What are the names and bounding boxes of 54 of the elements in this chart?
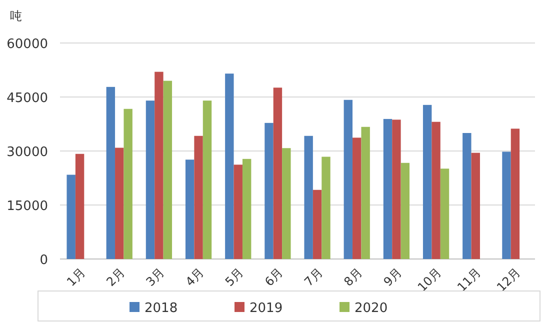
x-tick-label: 4月 — [182, 265, 207, 290]
bar — [432, 122, 440, 259]
legend-label: 2018 — [144, 301, 178, 316]
bar — [282, 148, 291, 259]
bar — [106, 86, 116, 259]
legend-label: 2020 — [354, 301, 388, 316]
bar — [361, 126, 370, 259]
x-tick-label: 7月 — [302, 265, 326, 290]
bar — [471, 152, 480, 259]
bar — [304, 136, 313, 259]
x-tick-label: 1月 — [64, 265, 88, 290]
bar — [75, 154, 84, 259]
x-tick-label: 5月 — [222, 265, 246, 290]
bar — [234, 164, 242, 259]
bar — [422, 104, 432, 259]
bar — [154, 72, 164, 259]
bar — [344, 100, 353, 259]
y-tick-label: 60000 — [6, 37, 48, 52]
bar — [202, 100, 212, 259]
bar — [322, 156, 330, 259]
bar — [510, 128, 520, 259]
y-tick-label: 0 — [40, 253, 48, 268]
bar — [400, 162, 410, 259]
y-tick-label: 30000 — [6, 145, 48, 160]
y-axis-title: 吨 — [10, 9, 22, 23]
bar — [273, 88, 282, 259]
x-tick-label: 3月 — [143, 265, 168, 290]
bar — [146, 100, 155, 259]
x-tick-label: 8月 — [341, 265, 365, 290]
bar — [383, 118, 392, 259]
x-tick-label: 2月 — [104, 265, 128, 290]
bar — [242, 158, 252, 259]
bar — [225, 74, 234, 259]
bar — [66, 174, 76, 259]
bar — [352, 138, 362, 259]
bar — [392, 120, 401, 259]
y-tick-label: 45000 — [6, 91, 48, 106]
legend-label: 2019 — [250, 301, 283, 316]
bar — [502, 152, 511, 259]
x-tick-label: 10月 — [414, 265, 444, 294]
bar — [163, 80, 172, 259]
bar — [115, 148, 124, 259]
y-tick-label: 15000 — [6, 199, 48, 214]
bar — [312, 190, 322, 259]
bar — [440, 168, 450, 259]
x-tick-label: 11月 — [454, 265, 484, 294]
x-tick-label: 6月 — [262, 265, 286, 290]
bar — [264, 122, 274, 259]
bar — [185, 160, 194, 259]
bar — [124, 108, 132, 259]
bar — [194, 136, 203, 259]
x-tick-label: 12月 — [494, 265, 524, 294]
bar — [462, 133, 472, 259]
x-tick-label: 9月 — [380, 265, 405, 290]
